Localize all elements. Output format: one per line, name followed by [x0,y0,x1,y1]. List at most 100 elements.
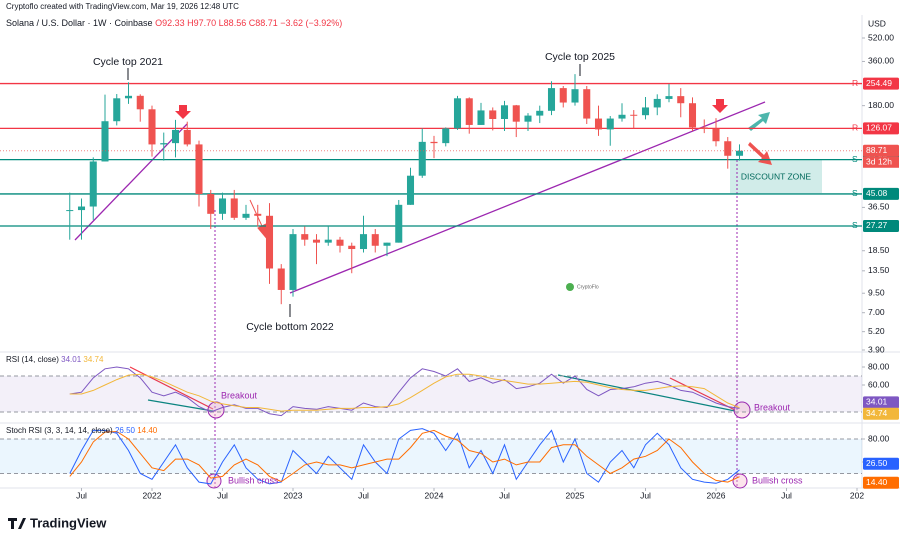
highlight-circle [733,401,751,419]
last-price-label: 88.71 [866,145,888,155]
y-tick-label: 60.00 [868,379,890,389]
annotation: Cycle top 2021 [93,56,163,68]
candle-body [371,234,379,246]
indicator-line [69,429,740,483]
y-tick-label: 80.00 [868,433,890,443]
x-tick-label: 2023 [284,490,303,500]
y-tick-label: 18.50 [868,245,890,255]
candle-body [289,234,297,290]
credit: Cryptoflo created with TradingView.com, … [6,2,239,11]
candle-body [571,89,579,103]
discount-zone [730,160,822,193]
y-tick-label: 80.00 [868,361,890,371]
candle-body [559,88,567,103]
candle-body [171,129,180,144]
indicator-value-label: 14.40 [866,477,888,487]
candle-body [430,141,438,144]
candle-body [113,98,121,122]
candle-body [242,213,250,218]
trendline [669,377,736,411]
watermark: CryptoFlo [577,284,599,290]
x-tick-label: 2022 [143,490,162,500]
trendline [74,123,188,241]
candle-body [265,215,274,269]
trendline [147,399,214,412]
level-side: S [852,188,858,198]
annotation: Cycle top 2025 [545,51,615,63]
symbol: Solana / U.S. Dollar · 1W · Coinbase [6,18,153,28]
legend-value: 26.50 [115,426,136,435]
candle-body [324,239,332,243]
open: O92.33 [155,18,185,28]
indicator-value-box [863,457,899,470]
candle-body [641,107,650,116]
candle-body [383,242,391,246]
highlight-circle [732,473,748,489]
candle-body [77,206,86,211]
candle-body [594,118,603,130]
indicator-value-label: 34.74 [866,408,888,418]
candle-body [665,96,673,99]
candle-body [465,98,473,125]
level-box [863,77,899,90]
arrow-up [748,112,770,131]
candle-body [500,105,509,119]
indicator-value-label: 26.50 [866,458,888,468]
close: C88.71 [249,18,278,28]
candle-body [207,194,215,214]
x-tick-label: Jul [76,490,87,500]
arrow [249,199,269,242]
trendline [129,366,214,410]
annotation: Bullish cross [228,475,279,485]
candle-body [183,129,191,145]
candle-body [254,213,262,216]
candle-body [700,127,708,129]
candle-body [724,141,732,156]
x-tick-label: Jul [217,490,228,500]
candle-body [218,198,227,214]
countdown: 3d 12h [866,157,892,167]
candle-body [406,175,415,205]
candle-body [89,161,97,207]
indicator-value-label: 34.01 [866,397,888,407]
trendline [557,374,736,412]
symbol-line: Solana / U.S. Dollar · 1W · Coinbase O92… [6,18,342,28]
candle-body [618,114,626,119]
candle-body [160,143,168,145]
candle-body [630,114,638,116]
candle-body [230,198,238,218]
annotation: Bullish cross [752,475,803,485]
x-tick-label: Jul [640,490,651,500]
y-tick-label: 36.50 [868,202,890,212]
candle-body [359,234,368,250]
title: Stoch RSI (3, 3, 14, 14, close) [6,426,113,435]
candle-body [348,245,356,250]
candle-body [277,268,285,290]
level-side: R [852,78,858,88]
x-tick-label: 2025 [566,490,585,500]
candle-body [124,95,133,99]
x-tick-label: Jul [781,490,792,500]
candle-body [712,128,720,142]
level-side: S [852,220,858,230]
zone-label: DISCOUNT ZONE [741,171,812,181]
y-tick-label: 360.00 [868,56,894,66]
candle-body [547,88,556,111]
indicator-title: RSI (14, close) 34.01 34.74 [6,355,104,364]
indicator-line [69,373,740,412]
indicator-title: Stoch RSI (3, 3, 14, 14, close) 26.50 14… [6,426,158,435]
x-tick-label: Jul [358,490,369,500]
level-box [863,122,899,135]
candle-body [512,105,520,122]
high: H97.70 [187,18,216,28]
layout [0,15,900,529]
level-label: 254.49 [866,78,892,88]
level-box [863,219,899,232]
currency: USD [868,18,886,28]
candle-body [101,121,109,162]
candle-body [735,150,744,156]
level-label: 27.27 [866,220,888,230]
candle-body [677,96,685,104]
level-side: R [852,123,858,133]
